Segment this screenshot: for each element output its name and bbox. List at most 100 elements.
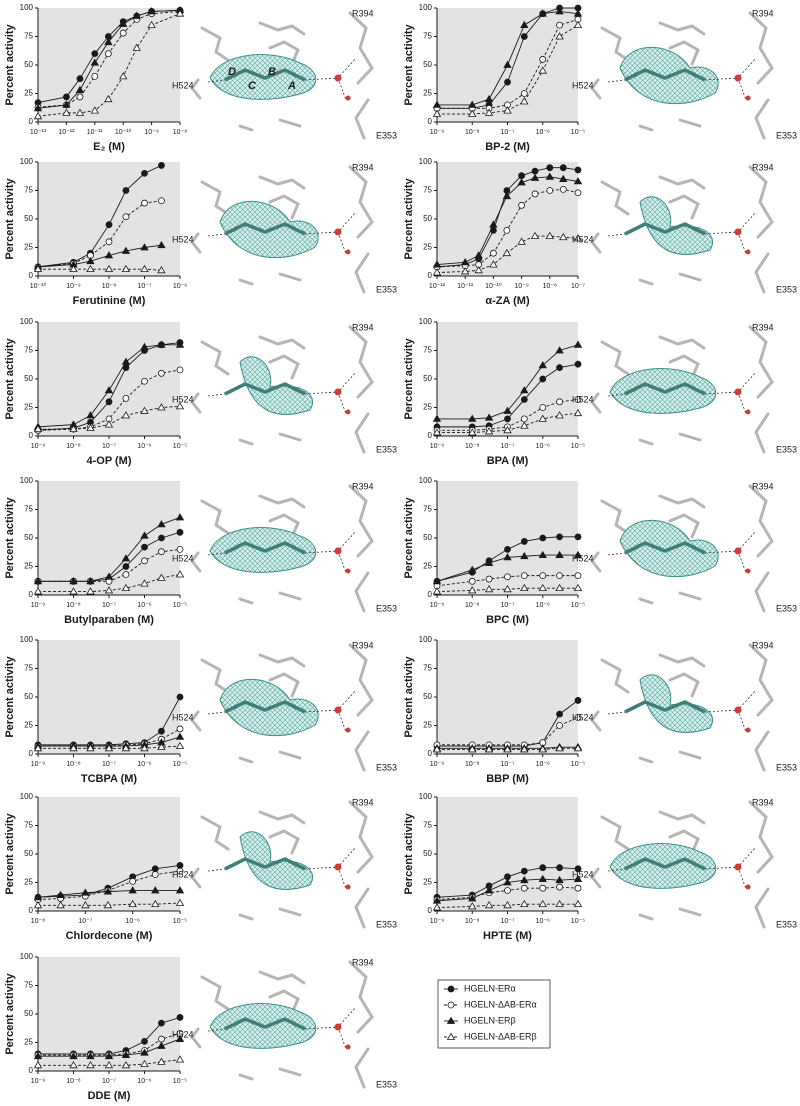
plot-area: [38, 162, 180, 276]
series-line: [38, 745, 181, 749]
x-axis-label: HPTE (M): [483, 930, 532, 942]
marker: [128, 899, 137, 908]
x-tick-label: 10⁻⁵: [173, 761, 187, 768]
marker: [103, 887, 113, 895]
marker: [141, 557, 148, 565]
y-tick-label: 50: [24, 849, 33, 858]
y-tick-label: 50: [423, 374, 432, 383]
water: [734, 228, 742, 236]
y-tick-label: 50: [24, 60, 33, 69]
x-tick-label: 10⁻⁷: [102, 602, 116, 609]
residue-label: R394: [752, 162, 774, 172]
marker: [446, 1016, 456, 1024]
x-tick-label: 10⁻⁷: [500, 129, 514, 136]
legend-label: HGELN-ΔAB-ERα: [464, 999, 537, 1009]
water: [334, 74, 342, 82]
residue-stick: [590, 710, 602, 732]
residue-label: H524: [572, 553, 594, 563]
x-axis-label: DDE (M): [88, 1090, 131, 1102]
marker: [468, 414, 477, 422]
residue-stick: [678, 907, 702, 917]
marker: [86, 744, 95, 752]
marker: [574, 572, 582, 580]
residue-stick: [238, 438, 254, 446]
y-tick-label: 50: [423, 214, 432, 223]
residue-stick: [590, 232, 602, 254]
residue-stick: [258, 21, 306, 36]
ligand: [224, 1017, 306, 1031]
marker: [121, 411, 131, 419]
marker: [520, 421, 529, 429]
marker: [63, 93, 70, 101]
marker: [447, 1001, 455, 1009]
marker: [484, 427, 494, 435]
y-tick-label: 25: [24, 562, 33, 571]
ligand: [624, 68, 706, 82]
marker: [158, 197, 165, 205]
residue-stick: [590, 392, 602, 414]
residue-stick: [200, 26, 230, 62]
marker: [119, 19, 128, 27]
marker: [175, 340, 185, 348]
residue-stick: [678, 272, 702, 282]
marker: [157, 1041, 166, 1049]
marker: [33, 1061, 43, 1069]
y-tick-label: 100: [20, 635, 34, 644]
marker: [157, 340, 166, 348]
marker: [484, 901, 494, 909]
marker: [538, 66, 547, 74]
marker: [530, 173, 540, 181]
marker: [176, 725, 184, 733]
residue-label: R394: [752, 8, 774, 18]
residue-stick: [238, 1073, 254, 1081]
legend-label: HGELN-ERα: [464, 983, 516, 993]
x-tick-label: 10⁻⁵: [173, 602, 187, 609]
ligand: [624, 700, 706, 714]
marker: [539, 55, 547, 63]
y-tick-label: 100: [20, 792, 34, 801]
marker: [520, 415, 528, 423]
marker: [538, 899, 547, 908]
y-tick-label: 0: [29, 906, 34, 915]
y-tick-label: 75: [24, 186, 33, 195]
marker: [432, 100, 442, 108]
marker: [69, 587, 78, 595]
marker: [468, 586, 477, 594]
residue-stick: [754, 887, 770, 929]
y-tick-label: 75: [24, 346, 33, 355]
residue-stick: [268, 513, 300, 539]
residue-stick: [268, 194, 300, 220]
series-line: [38, 405, 181, 430]
x-tick-label: 10⁻¹²: [58, 129, 75, 136]
residue-stick: [748, 643, 774, 717]
marker: [520, 572, 528, 580]
marker: [176, 693, 184, 701]
residue-stick: [190, 710, 202, 732]
residue-label: H524: [172, 869, 194, 879]
residue-stick: [278, 907, 302, 917]
marker: [556, 364, 563, 372]
residue-stick: [600, 180, 630, 216]
residue-stick: [754, 252, 770, 294]
residue-label: E353: [376, 762, 397, 772]
residue-stick: [258, 970, 306, 985]
x-axis-label: Ferutinine (M): [73, 295, 146, 307]
marker: [104, 386, 114, 394]
residue-label: E353: [776, 603, 797, 613]
marker: [573, 583, 583, 592]
marker: [468, 902, 477, 910]
residue-stick: [354, 730, 370, 772]
residue-stick: [668, 194, 700, 220]
x-tick-label: 10⁻⁶: [536, 918, 550, 925]
water: [334, 388, 342, 396]
residue-stick: [268, 829, 300, 855]
residue-stick: [748, 484, 774, 558]
marker: [69, 744, 78, 752]
x-tick-label: 10⁻⁷: [102, 1078, 116, 1085]
marker: [556, 883, 563, 891]
marker: [556, 864, 563, 872]
residue-label: R394: [752, 640, 774, 650]
x-tick-label: 10⁻⁸: [66, 1078, 80, 1085]
marker: [76, 93, 84, 101]
